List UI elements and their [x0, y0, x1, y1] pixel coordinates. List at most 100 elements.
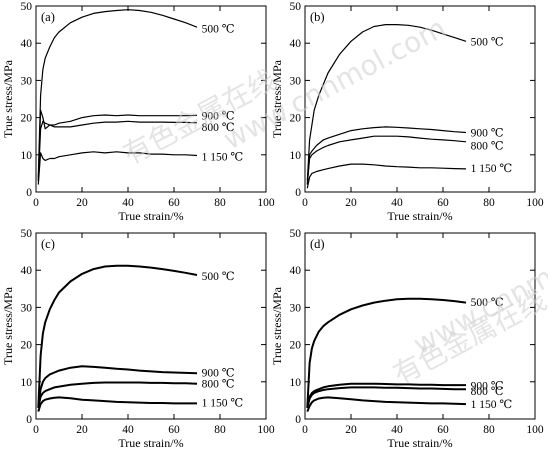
panel-b-series-800	[306, 135, 467, 185]
panel-c-series-1-150	[37, 396, 197, 412]
panel-d-xtick-label-2: 40	[391, 424, 403, 436]
panel-a-series-500	[37, 9, 198, 178]
panel-b-series-label-900: 900 ℃	[471, 127, 504, 139]
panel-c-xtick-label-4: 80	[214, 424, 226, 436]
panel-a-frame	[35, 5, 267, 193]
panel-a-xtick-label-1: 20	[76, 197, 88, 209]
panel-b-xlabel: True strain/%	[387, 209, 452, 223]
panel-a-ytick-label-4: 40	[21, 38, 33, 50]
panel-d-ytick-label-2: 20	[290, 340, 302, 352]
panel-b-series-label-1-150: 1 150 ℃	[471, 163, 513, 175]
panel-b-ytick-label-3: 30	[290, 75, 302, 87]
panel-a-series-label-1-150: 1 150 ℃	[202, 152, 244, 164]
panel-c-xtick-label-1: 20	[76, 424, 88, 436]
panel-a-xtick-label-0: 0	[33, 197, 39, 209]
panel-b-series-label-500: 500 ℃	[471, 36, 504, 48]
panel-c-series-label-900: 900 ℃	[202, 368, 235, 380]
panel-c-xtick-label-0: 0	[33, 424, 39, 436]
panel-d-ytick-label-1: 10	[290, 377, 302, 389]
panel-a-xtick-label-5: 100	[257, 197, 275, 209]
panel-b-series-1-150	[306, 163, 467, 189]
panel-d-series-label-500: 500 ℃	[471, 297, 504, 309]
panel-c-series-800	[37, 381, 198, 409]
panel-a-series-800	[37, 120, 198, 181]
panel-a-ytick-label-5: 50	[21, 1, 33, 13]
panel-b: 0 20 40 60 80 100 0 10 20 30 40 50 True strain/% True…	[270, 1, 544, 223]
panel-d-xtick-label-4: 80	[483, 424, 495, 436]
panel-b-ytick-label-2: 20	[290, 113, 302, 125]
panel-d-ytick-label-3: 30	[290, 302, 302, 314]
panel-b-ytick-label-0: 0	[295, 187, 301, 199]
panel-d-ylabel: True stress/MPa	[270, 286, 284, 365]
panel-a-series-label-800: 800 ℃	[202, 122, 235, 134]
panel-c-xtick-label-2: 40	[122, 424, 134, 436]
panel-a-series-label-500: 500 ℃	[202, 23, 235, 35]
panel-b-xtick-label-3: 60	[437, 197, 449, 209]
panel-b-ytick-label-4: 40	[290, 38, 302, 50]
panel-b-series-500	[306, 24, 467, 181]
panel-a-xlabel: True strain/%	[118, 209, 183, 223]
panel-a: 0 20 40 60 80 100 0 10 20 30 40 50 True strain/% True…	[1, 1, 275, 223]
panel-a-series-900	[37, 109, 198, 181]
panel-b-series-label-800: 800 ℃	[471, 141, 504, 153]
panel-c-series-500	[37, 264, 198, 408]
panel-b-frame	[304, 5, 536, 193]
panel-a-series-1-150	[37, 151, 198, 185]
panel-c-ytick-label-0: 0	[26, 414, 32, 426]
panel-d-series-500	[306, 297, 467, 408]
panel-a-xtick-label-2: 40	[122, 197, 134, 209]
panel-d: 0 20 40 60 80 100 0 10 20 30 40 50 True strain/% True…	[270, 228, 544, 450]
panel-d-series-1-150	[306, 396, 467, 412]
panel-d-ytick-label-0: 0	[295, 414, 301, 426]
panel-d-series-800	[306, 386, 466, 409]
panel-d-series-label-1-150: 1 150 ℃	[471, 399, 513, 411]
panel-c-ytick-label-3: 30	[21, 302, 33, 314]
panel-b-xtick-label-4: 80	[483, 197, 495, 209]
panel-b-ytick-label-1: 10	[290, 150, 302, 162]
panel-c-xtick-label-3: 60	[168, 424, 180, 436]
panel-c-series-label-800: 800 ℃	[202, 379, 235, 391]
panel-b-label: (b)	[310, 10, 325, 24]
panel-d-series-label-900: 900 ℃	[471, 381, 504, 393]
panel-a-ytick-label-1: 10	[21, 150, 33, 162]
panel-c-frame	[35, 232, 267, 420]
panel-a-ylabel: True stress/MPa	[1, 59, 15, 138]
panel-b-series-900	[306, 126, 467, 185]
panel-c-label: (c)	[41, 237, 55, 251]
panel-c-series-label-1-150: 1 150 ℃	[202, 397, 244, 409]
panel-b-xtick-label-1: 20	[345, 197, 357, 209]
panel-c-xlabel: True strain/%	[118, 436, 183, 450]
panel-a-ytick-label-0: 0	[26, 187, 32, 199]
panel-a-ytick-label-2: 20	[21, 113, 33, 125]
panel-d-xtick-label-0: 0	[302, 424, 308, 436]
panel-c-ytick-label-2: 20	[21, 340, 33, 352]
panel-d-xlabel: True strain/%	[387, 436, 452, 450]
panel-c-series-label-500: 500 ℃	[202, 271, 235, 283]
panel-b-xtick-label-0: 0	[302, 197, 308, 209]
panel-c-ylabel: True stress/MPa	[1, 286, 15, 365]
panel-c-ytick-label-1: 10	[21, 377, 33, 389]
panel-b-ylabel: True stress/MPa	[270, 59, 284, 138]
panel-b-xtick-label-5: 100	[526, 197, 544, 209]
panel-d-ytick-label-4: 40	[290, 265, 302, 277]
panel-a-xtick-label-4: 80	[214, 197, 226, 209]
panel-c-series-900	[37, 365, 198, 408]
panel-d-xtick-label-5: 100	[526, 424, 544, 436]
panel-d-series-label-800: 800 ℃	[471, 386, 504, 398]
panel-d-series-900	[306, 382, 466, 409]
panel-b-xtick-label-2: 40	[391, 197, 403, 209]
panel-d-ytick-label-5: 50	[290, 228, 302, 240]
panel-b-ytick-label-5: 50	[290, 1, 302, 13]
panel-d-xtick-label-3: 60	[437, 424, 449, 436]
panel-c-ytick-label-4: 40	[21, 265, 33, 277]
panel-a-label: (a)	[41, 10, 55, 24]
panel-d-frame	[304, 232, 536, 420]
panel-a-ytick-label-3: 30	[21, 75, 33, 87]
panel-a-xtick-label-3: 60	[168, 197, 180, 209]
panel-c-xtick-label-5: 100	[257, 424, 275, 436]
panel-d-label: (d)	[310, 237, 325, 251]
panel-a-series-label-900: 900 ℃	[202, 111, 235, 123]
panel-c-ytick-label-5: 50	[21, 228, 33, 240]
